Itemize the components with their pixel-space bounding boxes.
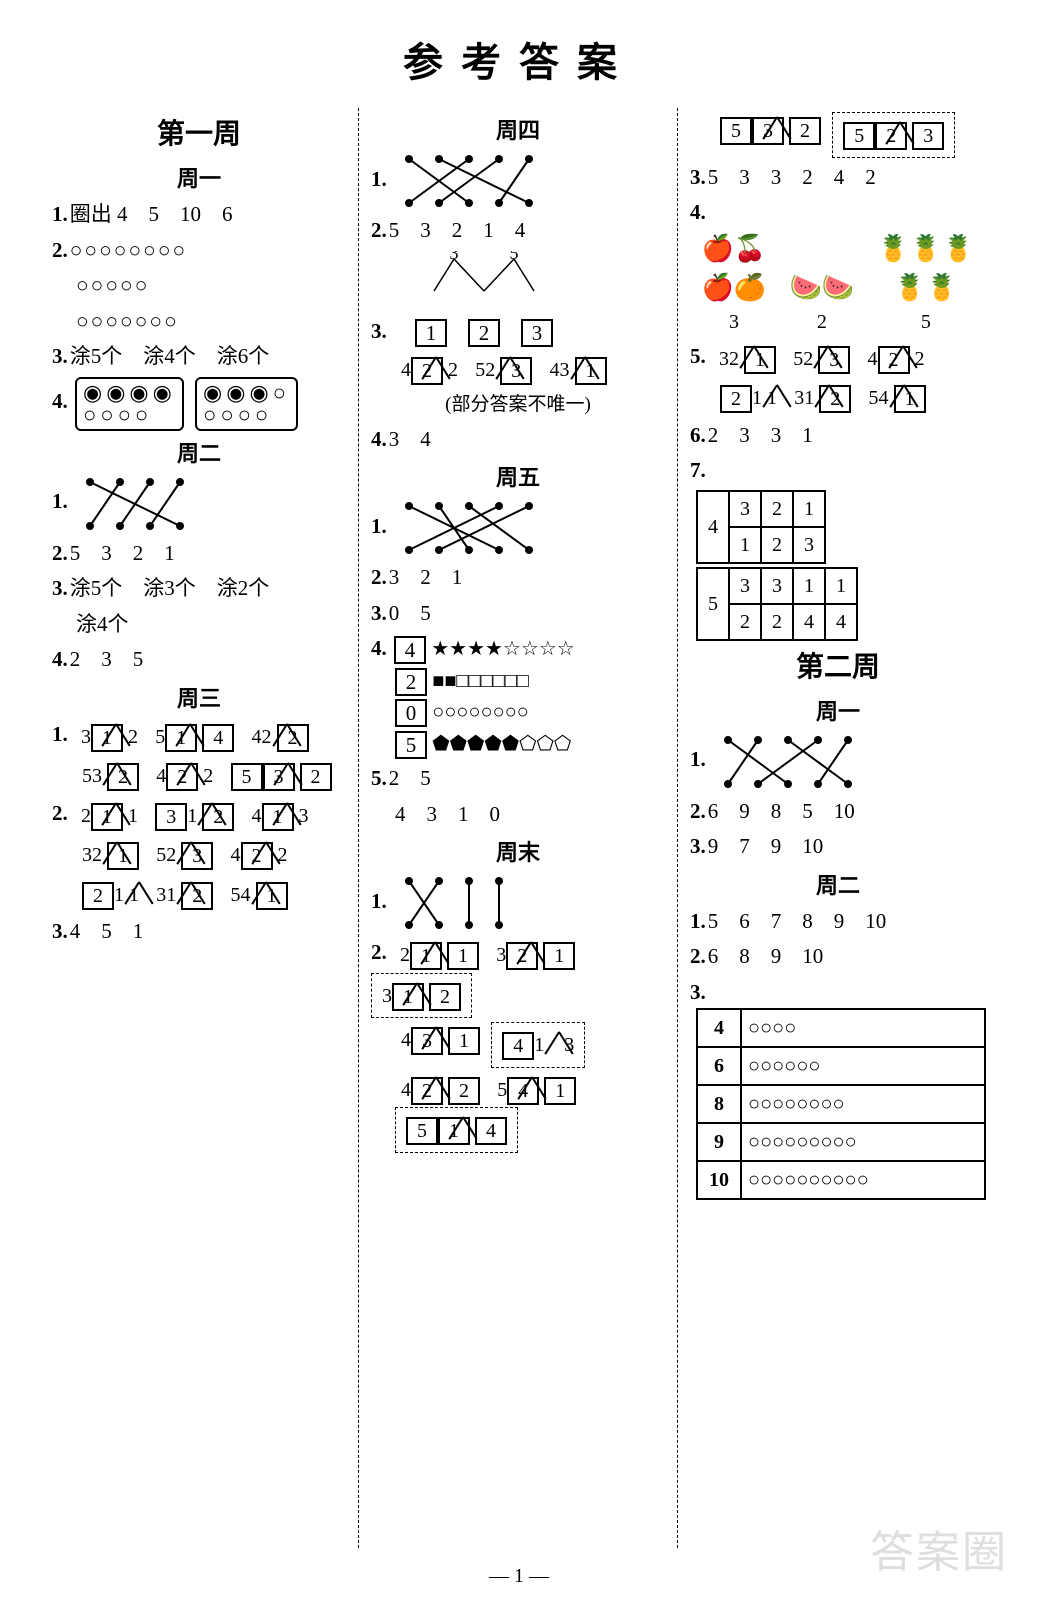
table-5: 5 3311 2244 xyxy=(696,567,858,641)
q2-r2: ○○○○○ xyxy=(76,270,346,302)
dw-q2: 2. 21 1 32 1 31 2 xyxy=(371,937,665,1018)
d3-q1: 1. 31 2 51 4 42 2 xyxy=(52,719,346,755)
q4: 4. ◉◉◉◉○○○○ ◉◉◉○○○○○ xyxy=(52,377,346,431)
d3-q2c: 21 1 31 2 54 1 xyxy=(76,877,346,913)
match-diagram-3 xyxy=(394,498,554,558)
column-2: 周四 1. 2.5 3 2 1 4 3. 35 xyxy=(359,108,677,1548)
tree-3-5: 35 xyxy=(414,251,554,307)
q2: 2.○○○○○○○○ xyxy=(52,235,346,267)
w2d1-q3: 3.9 7 9 10 xyxy=(690,831,986,863)
w2-mon-title: 周一 xyxy=(690,695,986,728)
c3-q3: 3.5 3 3 2 4 2 xyxy=(690,162,986,194)
column-1: 第一周 周一 1.圈出 4 5 10 6 2.○○○○○○○○ ○○○○○ ○○… xyxy=(40,108,358,1548)
dw-q2b: 43 1 41 3 xyxy=(395,1022,665,1068)
week-1-title: 第一周 xyxy=(52,114,346,156)
week-2-title: 第二周 xyxy=(690,647,986,689)
c3-q5: 5. 32 1 52 3 42 2 xyxy=(690,341,986,377)
d3-q2: 2. 21 1 31 2 41 3 xyxy=(52,798,346,834)
dw-q2c: 42 2 54 1 51 4 xyxy=(395,1072,665,1153)
c3-q5b: 21 1 31 2 54 1 xyxy=(714,380,986,416)
match-diagram xyxy=(75,474,205,534)
dw-q1: 1. xyxy=(371,873,665,933)
d4-q3b: 42 2 52 3 43 1 xyxy=(395,352,665,388)
d5-q3: 3.0 5 xyxy=(371,598,665,630)
d2-q2: 2.5 3 2 1 xyxy=(52,538,346,570)
w2d2-q1: 1.5 6 7 8 9 10 xyxy=(690,906,986,938)
d3-q3: 3.4 5 1 xyxy=(52,916,346,948)
w2d1-q2: 2.6 9 8 5 10 xyxy=(690,796,986,828)
day-wed-title: 周三 xyxy=(52,682,346,715)
note: (部分答案不唯一) xyxy=(371,391,665,420)
d3-q2b: 32 1 52 3 42 2 xyxy=(76,837,346,873)
w2d2-q3: 3. 4○○○○ 6○○○○○○ 8○○○○○○○○ 9○○○○○○○○○ 10… xyxy=(690,977,986,1201)
circle-table: 4○○○○ 6○○○○○○ 8○○○○○○○○ 9○○○○○○○○○ 10○○○… xyxy=(696,1008,986,1200)
q3: 3.涂5个 涂4个 涂6个 xyxy=(52,341,346,373)
dot-grid-1: ◉◉◉◉○○○○ xyxy=(75,377,184,431)
dot-grid-2: ◉◉◉○○○○○ xyxy=(195,377,298,431)
w2d2-q2: 2.6 8 9 10 xyxy=(690,941,986,973)
c3-q7: 7. 4 321 123 5 3311 2244 xyxy=(690,455,986,641)
d5-q4: 4. 4 ★★★★☆☆☆☆ 2 ■■□□□□□□ 0 ○○○○○○○○ 5 ⬟⬟… xyxy=(371,633,665,759)
d4-q4: 4.3 4 xyxy=(371,424,665,456)
q2-r3: ○○○○○○○ xyxy=(76,306,346,338)
table-4: 4 321 123 xyxy=(696,490,826,564)
d5-q2: 2.3 2 1 xyxy=(371,562,665,594)
columns: 第一周 周一 1.圈出 4 5 10 6 2.○○○○○○○○ ○○○○○ ○○… xyxy=(40,108,998,1548)
fruit-icon: 🍍🍍🍍🍍🍍 xyxy=(877,234,974,302)
q1: 1.圈出 4 5 10 6 xyxy=(52,199,346,231)
fruit-icon: 🍎🍒🍎🍊 xyxy=(702,234,767,302)
match-diagram-5 xyxy=(713,732,873,792)
match-diagram-4 xyxy=(394,873,524,933)
d2-q3b: 涂4个 xyxy=(76,609,346,641)
d4-q1: 1. xyxy=(371,151,665,211)
d5-q5b: 4 3 1 0 xyxy=(395,799,665,831)
d3-q1b: 53 2 42 2 53 2 xyxy=(76,758,346,794)
day-tue-title: 周二 xyxy=(52,437,346,470)
match-diagram-2 xyxy=(394,151,554,211)
d2-q4: 4.2 3 5 xyxy=(52,644,346,676)
page-title: 参考答案 xyxy=(40,30,998,88)
column-3: 53 2 52 3 3.5 3 3 2 4 2 4. 🍎🍒🍎🍊3 🍉🍉2 🍍🍍🍍… xyxy=(678,108,998,1548)
w2-tue-title: 周二 xyxy=(690,869,986,902)
c3-q6: 6.2 3 3 1 xyxy=(690,420,986,452)
answer-page: 参考答案 第一周 周一 1.圈出 4 5 10 6 2.○○○○○○○○ ○○○… xyxy=(0,0,1038,1600)
d5-q5: 5.2 5 xyxy=(371,763,665,795)
day-mon-title: 周一 xyxy=(52,162,346,195)
d2-q1: 1. xyxy=(52,474,346,534)
w2d1-q1: 1. xyxy=(690,732,986,792)
c3-q4: 4. 🍎🍒🍎🍊3 🍉🍉2 🍍🍍🍍🍍🍍5 xyxy=(690,197,986,337)
day-fri-title: 周五 xyxy=(371,461,665,494)
svg-text:3: 3 xyxy=(450,251,459,263)
d2-q3: 3.涂5个 涂3个 涂2个 xyxy=(52,573,346,605)
watermark: 答案圈 xyxy=(870,1516,1008,1580)
d4-q2: 2.5 3 2 1 4 xyxy=(371,215,665,247)
svg-text:5: 5 xyxy=(510,251,519,263)
fruit-icon: 🍉🍉 xyxy=(789,273,854,302)
day-weekend-title: 周末 xyxy=(371,836,665,869)
c3-top: 53 2 52 3 xyxy=(714,112,986,158)
day-thu-title: 周四 xyxy=(371,114,665,147)
d4-q3: 3. 35 1 2 3 xyxy=(371,251,665,348)
d5-q1: 1. xyxy=(371,498,665,558)
